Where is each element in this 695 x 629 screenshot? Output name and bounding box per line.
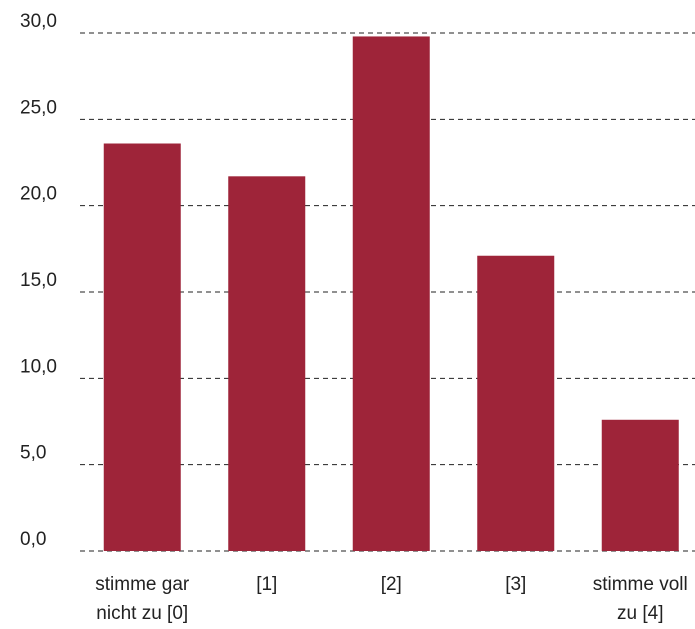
y-tick-label: 0,0: [20, 529, 46, 550]
x-category-label-line: [3]: [505, 574, 526, 595]
y-axis-tick-labels: 0,0 5,0 10,0 15,0 20,0 25,0 30,0: [20, 11, 57, 550]
bar: [601, 419, 679, 551]
y-tick-label: 10,0: [20, 356, 57, 377]
x-category-label: [1]: [256, 574, 277, 595]
x-category-label-line: stimme voll: [593, 574, 688, 595]
x-axis-category-labels: stimme gar nicht zu [0] [1] [2] [3] stimme vo…: [95, 574, 687, 624]
bar: [103, 143, 181, 552]
y-tick-label: 20,0: [20, 184, 57, 205]
bar: [352, 36, 430, 552]
y-tick-label: 25,0: [20, 97, 57, 118]
bar: [228, 176, 306, 551]
y-tick-label: 5,0: [20, 443, 46, 464]
y-tick-label: 15,0: [20, 270, 57, 291]
x-category-label-line: stimme gar: [95, 574, 190, 595]
x-category-label: stimme voll zu [4]: [593, 574, 688, 624]
bars: [103, 36, 679, 552]
x-category-label: [3]: [505, 574, 526, 595]
x-category-label-line: zu [4]: [617, 603, 663, 624]
y-tick-label: 30,0: [20, 11, 57, 32]
x-category-label: stimme gar nicht zu [0]: [95, 574, 190, 624]
x-category-label-line: [1]: [256, 574, 277, 595]
bar: [477, 255, 555, 552]
x-category-label-line: nicht zu [0]: [96, 603, 188, 624]
x-category-label-line: [2]: [381, 574, 402, 595]
x-category-label: [2]: [381, 574, 402, 595]
